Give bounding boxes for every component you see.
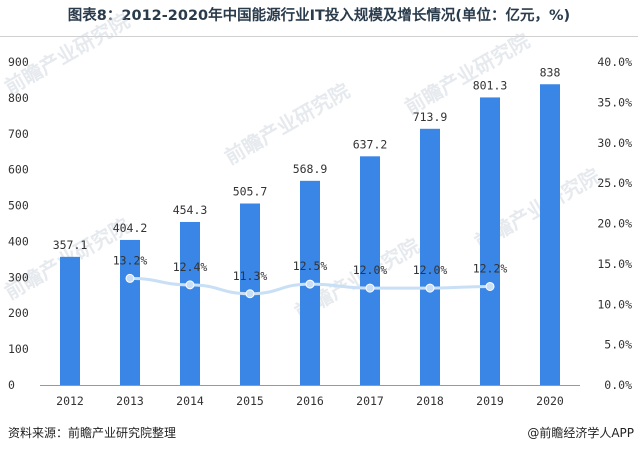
left-tick-label: 200 — [8, 306, 29, 320]
bar — [540, 84, 560, 386]
growth-value-label: 12.0% — [353, 263, 388, 277]
x-tick-label: 2013 — [116, 394, 144, 408]
right-tick-label: 10.0% — [597, 297, 632, 311]
left-tick-label: 900 — [8, 55, 29, 69]
bar-value-label: 801.3 — [473, 78, 508, 92]
right-tick-label: 15.0% — [597, 257, 632, 271]
x-axis-ticks: 2012 2013 2014 2015 2016 2017 2018 2019 2020 — [56, 394, 564, 408]
bar-value-label: 505.7 — [233, 185, 268, 199]
growth-point — [125, 273, 135, 283]
right-tick-label: 5.0% — [604, 338, 632, 352]
growth-value-label: 11.3% — [233, 269, 268, 283]
bar-value-label: 454.3 — [173, 203, 208, 217]
bar-value-label: 568.9 — [293, 162, 328, 176]
bar-value-label: 404.2 — [113, 221, 148, 235]
x-tick-label: 2018 — [416, 394, 444, 408]
bar-value-label: 357.1 — [53, 238, 88, 252]
growth-point — [305, 279, 315, 289]
left-tick-label: 300 — [8, 270, 29, 284]
svg-text:前瞻产业研究院: 前瞻产业研究院 — [221, 79, 354, 170]
right-axis-ticks: 0.0% 5.0% 10.0% 15.0% 20.0% 25.0% 30.0% 35.0% 40… — [597, 55, 632, 392]
growth-value-label: 12.5% — [293, 259, 328, 273]
svg-text:前瞻产业研究院: 前瞻产业研究院 — [1, 9, 134, 100]
x-tick-label: 2014 — [176, 394, 204, 408]
left-axis-ticks: 0 100 200 300 400 500 600 700 800 900 — [8, 55, 29, 392]
left-tick-label: 0 — [8, 378, 15, 392]
right-tick-label: 0.0% — [604, 378, 632, 392]
bar — [360, 156, 380, 385]
x-tick-label: 2020 — [536, 394, 564, 408]
growth-value-label: 12.4% — [173, 260, 208, 274]
growth-point — [365, 283, 375, 293]
x-tick-label: 2012 — [56, 394, 84, 408]
svg-text:前瞻产业研究院: 前瞻产业研究院 — [401, 29, 534, 120]
right-tick-label: 35.0% — [597, 95, 632, 109]
x-tick-label: 2019 — [476, 394, 504, 408]
growth-value-label: 12.0% — [413, 263, 448, 277]
left-tick-label: 700 — [8, 127, 29, 141]
bar-value-label: 838 — [540, 65, 561, 79]
growth-point — [485, 281, 495, 291]
growth-point — [185, 280, 195, 290]
growth-value-label: 12.2% — [473, 261, 508, 275]
bar-series — [60, 84, 560, 386]
bar — [180, 221, 200, 385]
bar — [420, 128, 440, 385]
brand-mark: @前瞻经济学人APP — [527, 426, 634, 440]
right-tick-label: 25.0% — [597, 176, 632, 190]
chart-title: 图表8：2012-2020年中国能源行业IT投入规模及增长情况(单位：亿元，%) — [67, 8, 571, 24]
left-tick-label: 600 — [8, 163, 29, 177]
bar — [60, 256, 80, 385]
x-tick-label: 2015 — [236, 394, 264, 408]
bar — [120, 239, 140, 385]
line-value-labels: 13.2% 12.4% 11.3% 12.5% 12.0% 12.0% 12.2% — [113, 253, 508, 282]
left-tick-label: 100 — [8, 342, 29, 356]
left-tick-label: 800 — [8, 91, 29, 105]
growth-value-label: 13.2% — [113, 253, 148, 267]
bar — [480, 97, 500, 385]
x-tick-label: 2017 — [356, 394, 384, 408]
left-tick-label: 500 — [8, 199, 29, 213]
growth-point — [425, 283, 435, 293]
x-tick-label: 2016 — [296, 394, 324, 408]
source-note: 资料来源：前瞻产业研究院整理 — [8, 426, 177, 440]
right-tick-label: 30.0% — [597, 136, 632, 150]
bar-value-label: 637.2 — [353, 137, 388, 151]
left-tick-label: 400 — [8, 234, 29, 248]
bar-value-label: 713.9 — [413, 110, 448, 124]
line-series — [125, 273, 495, 299]
growth-point — [245, 289, 255, 299]
bar-value-labels: 357.1 404.2 454.3 505.7 568.9 637.2 713.9 801.3… — [53, 65, 561, 252]
title-divider — [0, 36, 638, 37]
right-tick-label: 20.0% — [597, 217, 632, 231]
right-tick-label: 40.0% — [597, 55, 632, 69]
